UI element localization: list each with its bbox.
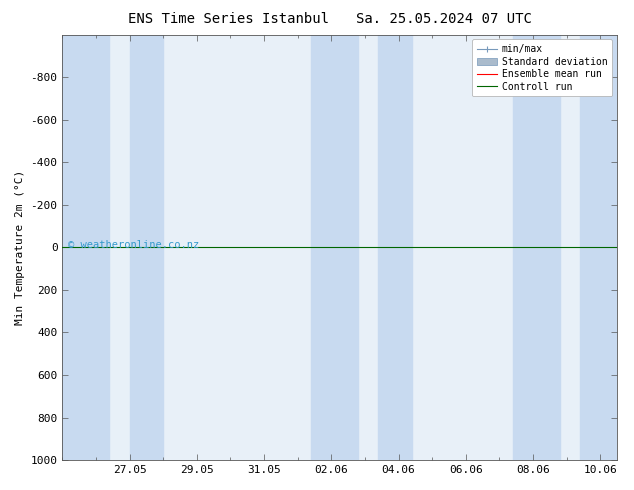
Bar	[62, 35, 110, 460]
Bar	[580, 35, 617, 460]
Text: © weatheronline.co.nz: © weatheronline.co.nz	[68, 240, 199, 250]
Y-axis label: Min Temperature 2m (°C): Min Temperature 2m (°C)	[15, 170, 25, 325]
Text: ENS Time Series Istanbul: ENS Time Series Istanbul	[127, 12, 329, 26]
Bar	[378, 35, 412, 460]
Text: Sa. 25.05.2024 07 UTC: Sa. 25.05.2024 07 UTC	[356, 12, 532, 26]
Bar	[311, 35, 358, 460]
Bar	[129, 35, 163, 460]
Legend: min/max, Standard deviation, Ensemble mean run, Controll run: min/max, Standard deviation, Ensemble me…	[472, 40, 612, 97]
Bar	[513, 35, 560, 460]
